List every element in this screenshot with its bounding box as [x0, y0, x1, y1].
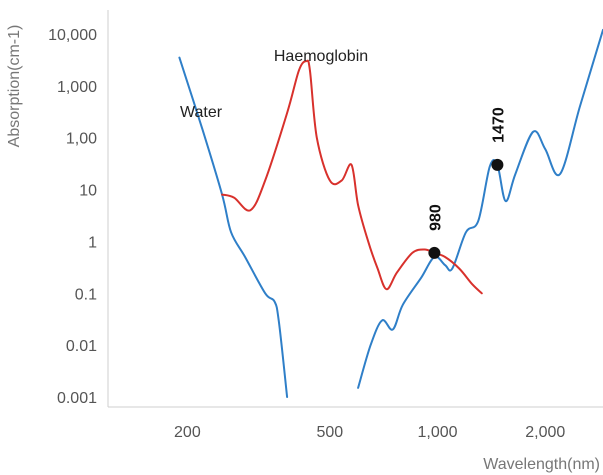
marked-point-dot — [491, 158, 504, 171]
y-tick-label: 1,000 — [57, 79, 97, 96]
series-annotation-label: Water — [180, 104, 223, 121]
x-tick-label: 1,000 — [418, 424, 458, 441]
y-tick-labels: 0.001 0.01 0.1 1 10 1,00 1,000 10,000 — [48, 27, 97, 407]
series-annotation-label: Haemoglobin — [274, 48, 368, 65]
y-tick-label: 10 — [79, 183, 97, 200]
marked-point-dot — [428, 246, 441, 259]
haemoglobin-line — [221, 59, 483, 295]
marked-point-label: 980 — [427, 204, 444, 231]
y-axis-title: Absorption(cm-1) — [6, 25, 23, 148]
x-tick-labels: 200 500 1,000 2,000 — [174, 424, 565, 441]
y-tick-label: 1,00 — [66, 131, 97, 148]
series-lines — [178, 28, 603, 398]
marked-point-label: 1470 — [490, 107, 507, 143]
y-tick-label: 0.01 — [66, 338, 97, 355]
x-axis-title: Wavelength(nm) — [483, 456, 600, 473]
y-tick-label: 0.001 — [57, 390, 97, 407]
series-annotations: Water Haemoglobin — [180, 48, 368, 121]
x-tick-label: 500 — [316, 424, 343, 441]
y-tick-label: 0.1 — [75, 286, 97, 303]
x-tick-label: 2,000 — [525, 424, 565, 441]
water-line — [178, 56, 289, 398]
marked-points: 980 1470 — [427, 107, 507, 259]
y-tick-label: 1 — [88, 234, 97, 251]
y-tick-label: 10,000 — [48, 27, 97, 44]
water-line — [357, 28, 603, 389]
x-tick-label: 200 — [174, 424, 201, 441]
